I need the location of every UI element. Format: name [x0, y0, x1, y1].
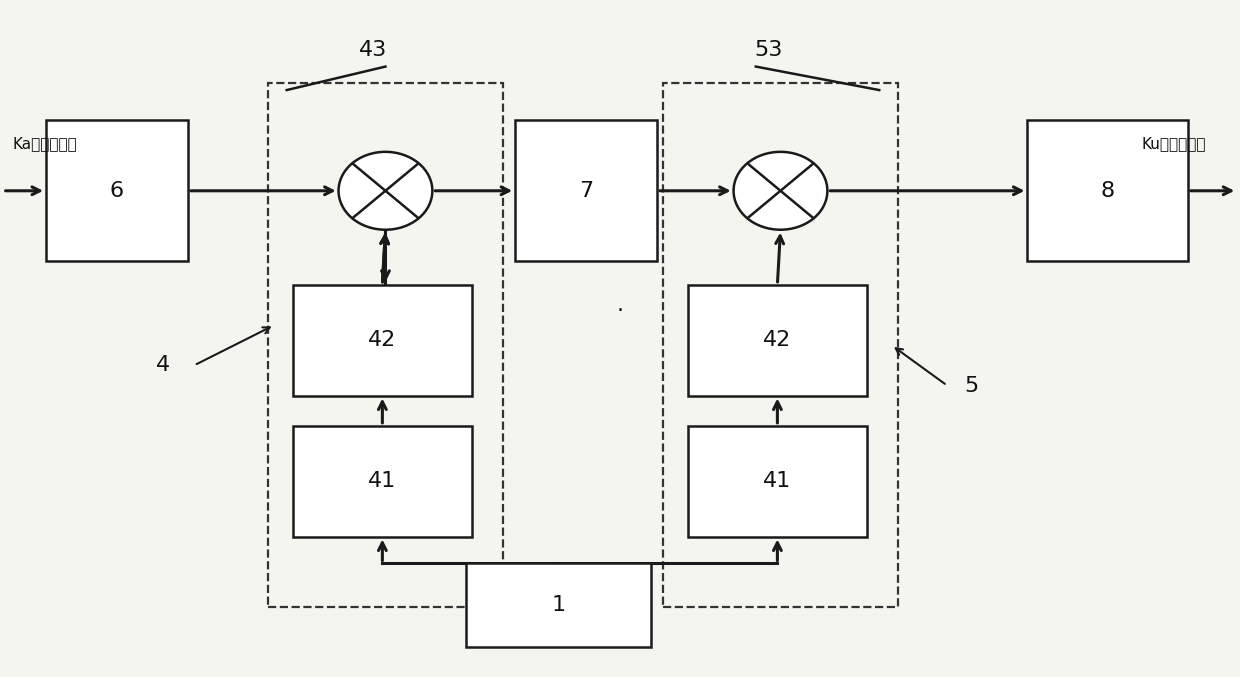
Text: Ka波段信号入: Ka波段信号入	[12, 136, 77, 151]
Bar	[688, 285, 867, 395]
Text: 42: 42	[764, 330, 791, 350]
Text: 1: 1	[552, 595, 565, 615]
Text: 4: 4	[156, 355, 170, 375]
Bar	[515, 121, 657, 261]
Bar	[46, 121, 188, 261]
Text: 41: 41	[368, 471, 397, 492]
Text: Ku波段信号出: Ku波段信号出	[1142, 136, 1207, 151]
Text: 8: 8	[1101, 181, 1115, 201]
Ellipse shape	[339, 152, 433, 230]
Text: 5: 5	[965, 376, 978, 395]
Text: 6: 6	[110, 181, 124, 201]
Bar	[688, 426, 867, 537]
Text: 41: 41	[764, 471, 791, 492]
Text: 53: 53	[754, 40, 782, 60]
Bar	[1028, 121, 1188, 261]
Bar	[293, 426, 472, 537]
Text: 42: 42	[368, 330, 397, 350]
Text: 7: 7	[579, 181, 593, 201]
Bar	[466, 563, 651, 647]
Bar	[293, 285, 472, 395]
Bar	[268, 83, 502, 607]
Text: 43: 43	[360, 40, 387, 60]
Ellipse shape	[734, 152, 827, 230]
Text: .: .	[616, 295, 624, 315]
Bar	[663, 83, 898, 607]
